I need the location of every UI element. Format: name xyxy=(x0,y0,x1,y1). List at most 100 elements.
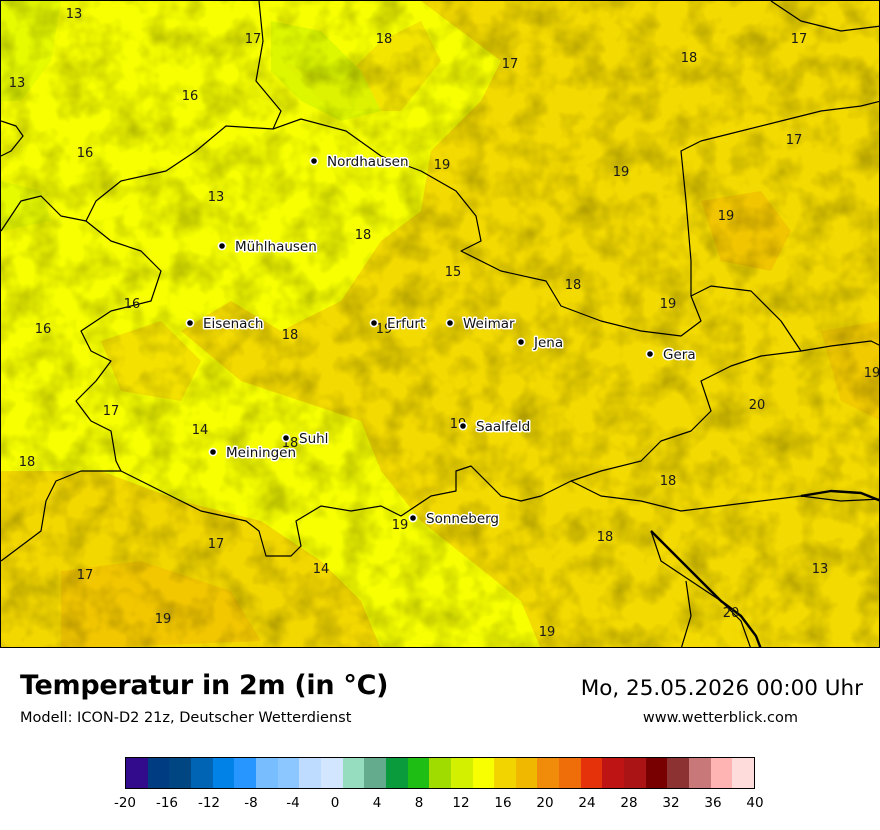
city-label: Suhl xyxy=(299,431,328,447)
legend-color-segment xyxy=(255,758,278,788)
border-east xyxy=(680,100,879,296)
temperature-texture xyxy=(1,1,879,647)
legend-tick-label: 40 xyxy=(746,795,764,811)
legend-tick-label: -12 xyxy=(197,795,221,811)
city-mühlhausen: Mühlhausen xyxy=(217,238,318,257)
legend-color-segment xyxy=(450,758,473,788)
legend-color-segment xyxy=(515,758,538,788)
city-dot xyxy=(208,447,218,457)
temperature-value: 13 xyxy=(812,562,829,577)
city-dot xyxy=(645,349,655,359)
city-dot xyxy=(516,337,526,347)
temperature-value: 20 xyxy=(749,398,766,413)
city-dot xyxy=(445,318,455,328)
legend-tick-label: -20 xyxy=(113,795,137,811)
border-south-2 xyxy=(650,530,751,647)
city-label: Nordhausen xyxy=(327,154,409,170)
legend-tick-label: 24 xyxy=(578,795,596,811)
temperature-value: 18 xyxy=(355,228,372,243)
temperature-value: 19 xyxy=(392,518,409,533)
temperature-value: 19 xyxy=(660,297,677,312)
border-west xyxy=(1,120,24,157)
color-scale-legend xyxy=(125,757,755,789)
temperature-value: 19 xyxy=(539,625,556,640)
legend-tick-label: 16 xyxy=(494,795,512,811)
temperature-value: 18 xyxy=(660,474,677,489)
country-border xyxy=(650,489,879,647)
city-suhl: Suhl xyxy=(281,430,330,449)
temperature-value: 16 xyxy=(77,146,94,161)
temperature-value: 17 xyxy=(208,537,225,552)
legend-tick-label: 8 xyxy=(414,795,424,811)
city-eisenach: Eisenach xyxy=(185,315,265,334)
temperature-value: 13 xyxy=(208,190,225,205)
legend-color-segment xyxy=(277,758,300,788)
temperature-value: 16 xyxy=(182,89,199,104)
legend-color-segment xyxy=(212,758,235,788)
temperature-value: 18 xyxy=(19,455,36,470)
city-dot xyxy=(217,241,227,251)
legend-color-segment xyxy=(299,758,321,788)
temperature-value: 18 xyxy=(565,278,582,293)
city-gera: Gera xyxy=(645,346,697,365)
city-dot xyxy=(408,513,418,523)
city-dot xyxy=(458,421,468,431)
legend-tick-label: 32 xyxy=(662,795,680,811)
temperature-value: 17 xyxy=(245,32,262,47)
city-jena: Jena xyxy=(516,334,565,353)
temperature-value: 16 xyxy=(124,297,141,312)
border-bottom xyxy=(680,580,692,647)
city-sonneberg: Sonneberg xyxy=(408,510,501,529)
temperature-value: 17 xyxy=(103,404,120,419)
legend-color-segment xyxy=(169,758,191,788)
border-northeast xyxy=(770,1,879,32)
temperature-value: 20 xyxy=(723,606,740,621)
city-label: Eisenach xyxy=(203,316,263,332)
temperature-value: 14 xyxy=(313,562,330,577)
legend-color-segment xyxy=(624,758,646,788)
legend-color-segment xyxy=(494,758,516,788)
website-link[interactable]: www.wetterblick.com xyxy=(642,710,798,726)
temperature-value: 17 xyxy=(77,568,94,583)
border-thuringia-north xyxy=(1,118,802,562)
city-label: Jena xyxy=(533,335,563,351)
legend-color-segment xyxy=(407,758,430,788)
legend-color-segment xyxy=(126,758,148,788)
temperature-value: 19 xyxy=(376,322,393,337)
city-dot xyxy=(185,318,195,328)
city-label: Saalfeld xyxy=(476,419,530,435)
temperature-map: 13 17 18 17 18 17 13 16 16 19 19 17 13 18 19 15 18 19 16 16… xyxy=(0,0,880,648)
legend-color-segment xyxy=(645,758,668,788)
temperature-value: 13 xyxy=(9,76,26,91)
temperature-value: 19 xyxy=(864,366,880,381)
legend-tick-label: 28 xyxy=(620,795,638,811)
legend-color-segment xyxy=(472,758,495,788)
color-scale-ticks: -20 -16 -12 -8 -4 0 4 8 12 16 20 24 28 32 36 40 xyxy=(114,795,764,813)
legend-color-segment xyxy=(234,758,256,788)
legend-tick-label: 20 xyxy=(536,795,554,811)
legend-color-segment xyxy=(689,758,711,788)
legend-color-segment xyxy=(537,758,560,788)
city-label: Gera xyxy=(663,347,696,363)
temperature-value: 19 xyxy=(434,158,451,173)
temperature-value: 18 xyxy=(597,530,614,545)
temperature-value: 18 xyxy=(282,328,299,343)
model-info: Modell: ICON-D2 21z, Deutscher Wetterdie… xyxy=(20,710,352,726)
legend-color-segment xyxy=(429,758,451,788)
state-borders xyxy=(1,1,879,647)
temperature-value: 17 xyxy=(502,57,519,72)
legend-tick-label: 12 xyxy=(452,795,470,811)
legend-tick-label: -4 xyxy=(286,795,300,811)
forecast-datetime: Mo, 25.05.2026 00:00 Uhr xyxy=(580,676,863,701)
temperature-value: 19 xyxy=(718,209,735,224)
legend-tick-label: 36 xyxy=(704,795,722,811)
legend-color-segment xyxy=(385,758,408,788)
legend-color-segment xyxy=(602,758,625,788)
border-southeast xyxy=(800,340,879,352)
border-south-east xyxy=(570,480,879,512)
city-dot xyxy=(369,318,379,328)
temperature-value: 16 xyxy=(35,322,52,337)
temperature-value: 18 xyxy=(376,32,393,47)
legend-color-segment xyxy=(667,758,690,788)
legend-color-segment xyxy=(710,758,733,788)
